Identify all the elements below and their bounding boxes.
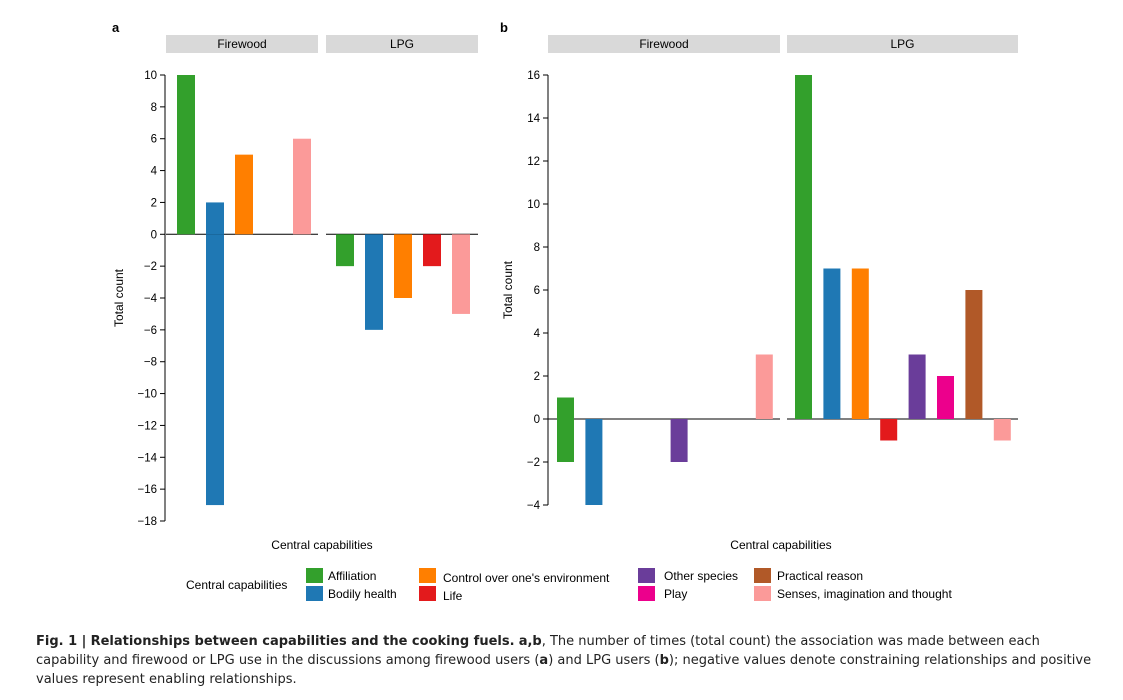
caption-text-3: ); negative values denote constraining r… [36,653,1092,687]
facet-strip-firewood [166,35,318,53]
y-tick-label: −2 [144,261,157,273]
bar [993,419,1011,441]
bar [336,234,354,267]
bar [206,234,224,506]
facet-label-firewood: Firewood [639,37,688,51]
y-tick-label: 12 [527,156,540,168]
panel-a-letter: a [112,20,120,35]
y-tick-label: −14 [137,452,157,464]
legend-item-label: Senses, imagination and thought [777,587,952,601]
legend-swatch [306,586,323,601]
bar [880,419,898,441]
bar [851,268,869,419]
caption-ref-b: b [659,653,669,668]
y-tick-label: 4 [151,166,158,178]
bar [908,354,926,419]
legend-item-label: Other species [664,569,738,583]
y-tick-label: 14 [527,113,540,125]
bar [795,75,812,419]
legend-item-label: Practical reason [777,569,863,583]
legend-swatch [419,586,436,601]
panel-a-chart: a Firewood LPG 10 8 6 4 2 0 −2 −4 −6 −8 −10 −12 −14 −16 −… [112,20,478,552]
y-axis-label: Total count [501,260,515,319]
bar [235,154,253,235]
legend-item-label: Affiliation [328,569,376,583]
y-tick-label: −12 [137,420,157,432]
caption-text-1: , The number of times (total count) the … [36,634,1040,668]
x-axis-label: Central capabilities [271,538,372,552]
facet-label-lpg: LPG [390,37,414,51]
caption-label: Fig. 1 | [36,634,87,649]
y-tick-label: 8 [534,242,540,254]
legend-item-label: Control over one's environment [443,571,610,585]
y-tick-label: 6 [151,134,157,146]
bar [585,419,603,505]
facet-label-firewood: Firewood [217,37,266,51]
figure: a Firewood LPG 10 8 6 4 2 0 −2 −4 −6 −8 −10 −12 −14 −16 −… [112,20,1018,603]
figure-caption: Fig. 1 | Relationships between capabilit… [36,632,1106,689]
bar [557,419,574,462]
legend-swatch [638,568,655,583]
legend-item-label: Play [664,587,687,601]
y-tick-label: −18 [137,516,157,528]
bar [965,290,983,419]
y-tick-label: −6 [144,325,157,337]
legend-item-label: Life [443,589,463,603]
y-tick-label: 8 [151,102,157,114]
panel-b-letter: b [500,20,508,35]
legend-swatch [754,568,771,583]
caption-text-2: ) and LPG users ( [548,653,660,668]
bar [293,138,311,235]
facet-strip-lpg [326,35,478,53]
y-tick-label: 0 [151,229,157,241]
bar [452,234,470,314]
legend-swatch [306,568,323,583]
y-tick-label: 2 [534,371,540,383]
y-tick-label: 16 [527,70,540,82]
y-tick-label: 2 [151,197,157,209]
bar [670,419,688,462]
bar [557,397,574,419]
bar [365,234,383,330]
caption-panels-label: a,b [518,634,542,649]
bar [206,202,224,235]
y-tick-label: −2 [527,457,540,469]
facet-label-lpg: LPG [890,37,914,51]
y-tick-label: 4 [534,328,541,340]
x-axis-label: Central capabilities [730,538,831,552]
caption-title: Relationships between capabilities and t… [90,634,515,649]
bar [755,354,773,419]
legend-swatch [638,586,655,601]
y-tick-label: −10 [137,389,157,401]
panel-b-chart: b Firewood LPG 16 14 12 10 8 6 4 2 0 −2 −4 Total count… [500,20,1018,552]
legend-swatch [419,568,436,583]
y-tick-label: 0 [534,414,540,426]
legend-title: Central capabilities [186,578,287,592]
y-tick-label: −8 [144,357,157,369]
y-axis-label: Total count [112,268,126,327]
y-tick-label: −16 [137,484,157,496]
facet-strip-lpg [787,35,1018,53]
legend-item-label: Bodily health [328,587,397,601]
legend-swatch [754,586,771,601]
y-tick-label: −4 [527,500,541,512]
caption-ref-a: a [539,653,549,668]
facet-strip-firewood [548,35,780,53]
y-tick-label: 10 [144,70,157,82]
bar [394,234,412,298]
legend: Central capabilities Affiliation Bodily he… [186,568,952,603]
y-tick-label: 10 [527,199,540,211]
bar [177,75,195,235]
bar [823,268,841,419]
bar [937,376,954,419]
y-tick-label: 6 [534,285,540,297]
y-tick-label: −4 [144,293,158,305]
bar [423,234,441,267]
